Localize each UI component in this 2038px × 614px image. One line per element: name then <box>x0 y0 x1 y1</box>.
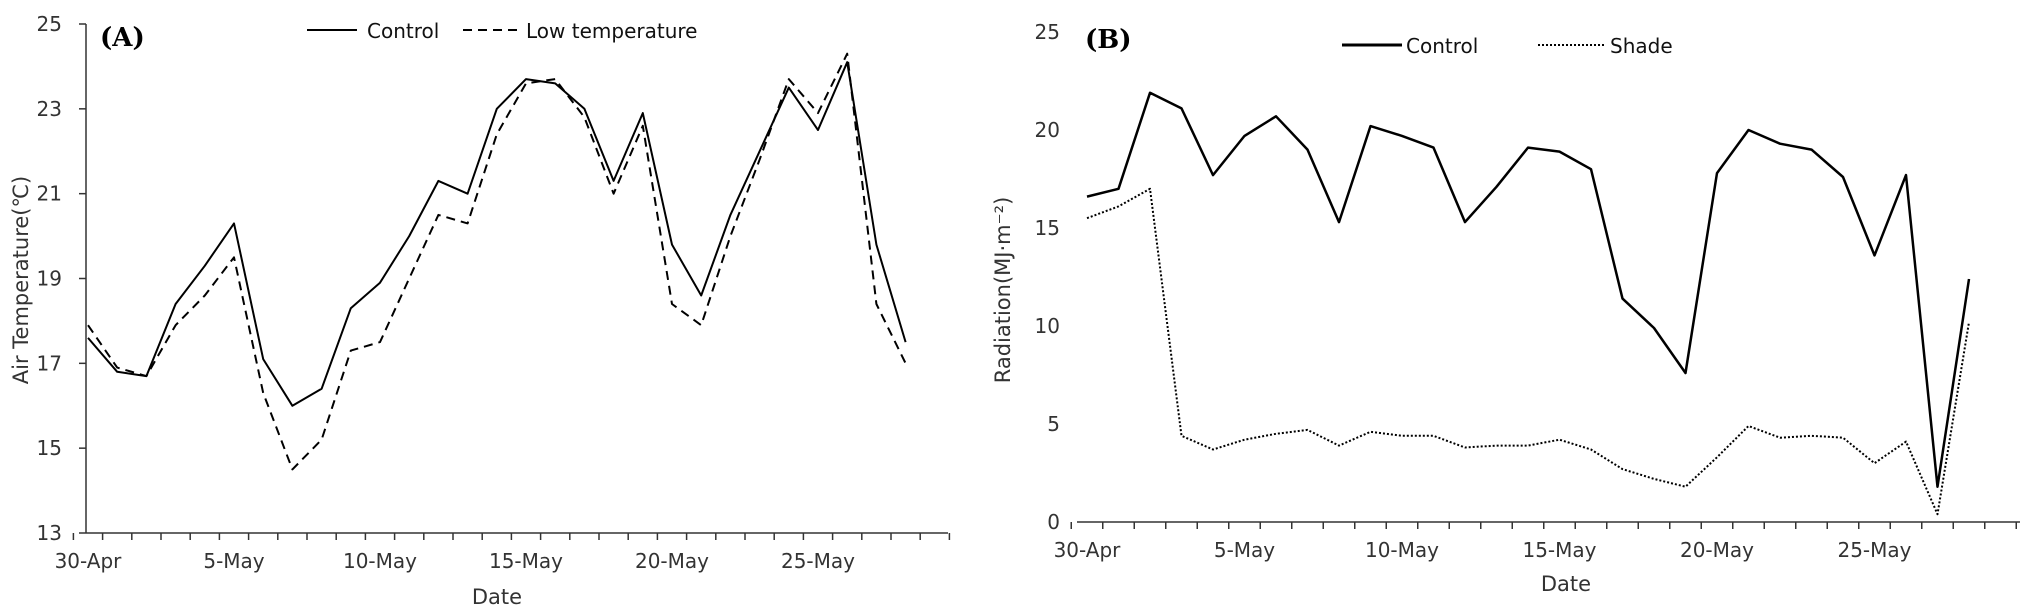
y-tick-label-b: 15 <box>1035 216 1060 240</box>
x-axis-label-a: Date <box>472 585 522 609</box>
y-tick-label-b: 5 <box>1047 412 1060 436</box>
y-axis-label-a: Air Temperature(℃) <box>9 176 33 385</box>
x-tick-label-a: 5-May <box>203 549 264 573</box>
legend-b: Control Shade <box>1342 34 1673 58</box>
y-tick-label-a: 17 <box>37 351 62 375</box>
x-tick-label-b: 30-Apr <box>1054 538 1122 562</box>
panel-a-label: (A) <box>100 23 145 53</box>
x-tick-label-a: 20-May <box>635 549 709 573</box>
series-line-a-control <box>87 61 907 407</box>
series-line-a-low-temperature <box>87 52 907 471</box>
y-tick-label-a: 13 <box>37 521 62 545</box>
y-tick-label-a: 25 <box>37 12 62 36</box>
x-tick-label-a: 30-Apr <box>55 549 123 573</box>
y-tick-label-a: 23 <box>37 97 62 121</box>
chart-panel-a: (A) Control Low temperature 13 15 17 19 21 23… <box>9 12 951 609</box>
y-tick-label-b: 0 <box>1047 510 1060 534</box>
legend-b-shade-label: Shade <box>1610 34 1673 58</box>
x-tick-label-b: 25-May <box>1837 538 1911 562</box>
legend-b-control-label: Control <box>1406 34 1478 58</box>
y-tick-label-a: 19 <box>37 267 62 291</box>
legend-a: Control Low temperature <box>307 19 697 43</box>
chart-panel-b: (B) Control Shade 0 5 10 15 20 25 30-Apr 5-May… <box>991 20 2020 596</box>
x-tick-label-a: 15-May <box>489 549 563 573</box>
series-line-b-control <box>1086 91 1971 488</box>
y-tick-label-b: 10 <box>1035 314 1060 338</box>
x-tick-label-a: 10-May <box>343 549 417 573</box>
x-tick-label-b: 5-May <box>1214 538 1275 562</box>
legend-a-control-label: Control <box>367 19 439 43</box>
y-axis-label-b: Radiation(MJ·m⁻²) <box>991 197 1015 384</box>
y-tick-label-b: 20 <box>1035 118 1060 142</box>
panel-b-label: (B) <box>1085 25 1132 55</box>
x-tick-label-b: 20-May <box>1680 538 1754 562</box>
y-tick-label-a: 15 <box>37 436 62 460</box>
y-tick-label-a: 21 <box>37 182 62 206</box>
x-tick-label-b: 15-May <box>1522 538 1596 562</box>
x-axis-label-b: Date <box>1541 572 1591 596</box>
y-tick-label-b: 25 <box>1035 20 1060 44</box>
legend-a-low-temperature-label: Low temperature <box>526 19 697 43</box>
series-line-b-shade <box>1086 187 1970 516</box>
x-tick-label-a: 25-May <box>781 549 855 573</box>
x-tick-label-b: 10-May <box>1365 538 1439 562</box>
